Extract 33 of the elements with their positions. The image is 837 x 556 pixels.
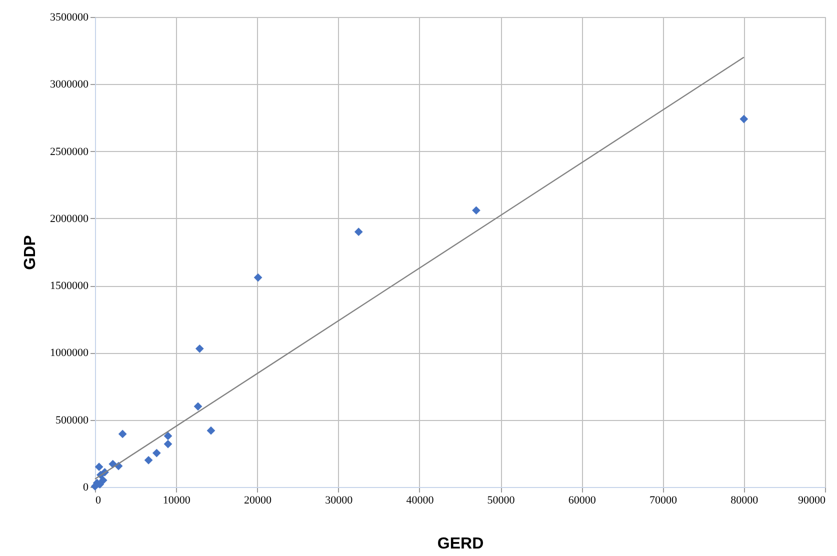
point [354, 228, 363, 236]
point [152, 448, 161, 458]
point [472, 206, 480, 215]
point [740, 114, 748, 124]
x-tick-label: 0 [96, 494, 102, 506]
y-tick-label: 2000000 [50, 212, 89, 225]
x-tick-label: 20000 [244, 494, 272, 506]
point [254, 273, 262, 282]
point [144, 456, 153, 464]
point [195, 344, 204, 353]
point [164, 440, 172, 448]
y-tick-label: 3000000 [50, 78, 89, 91]
point [206, 426, 216, 435]
point [194, 402, 202, 411]
x-tick-label: 10000 [162, 494, 191, 506]
y-axis-title: GDP [22, 234, 39, 270]
y-tick-label: 0 [83, 482, 89, 494]
x-tick-label: 80000 [730, 494, 759, 506]
y-tick-label: 1500000 [50, 280, 89, 292]
x-axis-title: GERD [437, 536, 484, 552]
x-tick-label: 30000 [325, 494, 354, 506]
y-tick-label: 1000000 [50, 347, 89, 360]
x-tick-label: 60000 [568, 494, 596, 506]
point [94, 462, 104, 472]
x-tick-label: 50000 [487, 494, 516, 506]
y-tick-label: 3500000 [50, 12, 89, 24]
x-tick-label: 70000 [650, 494, 678, 506]
x-tick-label: 90000 [798, 494, 826, 506]
point [164, 432, 172, 440]
x-tick-label: 40000 [406, 494, 434, 506]
y-tick-label: 500000 [56, 414, 89, 426]
point [118, 430, 127, 438]
y-tick-label: 2500000 [50, 146, 89, 158]
